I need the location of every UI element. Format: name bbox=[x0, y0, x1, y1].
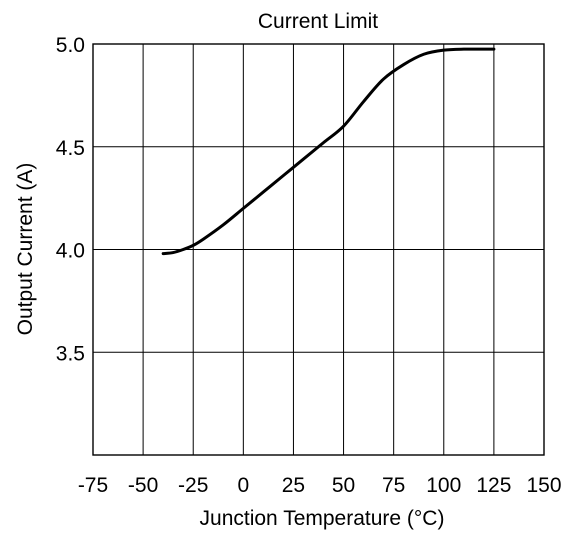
x-tick-label: 25 bbox=[282, 474, 305, 497]
y-tick-label: 4.0 bbox=[56, 240, 85, 263]
series-line bbox=[161, 47, 496, 256]
x-axis-ticks: -75 -50 -25 0 25 50 75 100 125 150 bbox=[78, 474, 562, 497]
y-axis-ticks: 3.5 4.0 4.5 5.0 bbox=[56, 34, 85, 365]
chart-title: Current Limit bbox=[258, 10, 378, 33]
y-tick-label: 4.5 bbox=[56, 137, 85, 160]
x-tick-label: 75 bbox=[382, 474, 405, 497]
x-tick-label: -25 bbox=[178, 474, 208, 497]
x-tick-label: -75 bbox=[78, 474, 108, 497]
y-tick-label: 5.0 bbox=[56, 34, 85, 57]
grid bbox=[92, 43, 545, 455]
x-tick-label: -50 bbox=[128, 474, 158, 497]
x-tick-label: 125 bbox=[476, 474, 511, 497]
y-tick-label: 3.5 bbox=[56, 342, 85, 365]
x-tick-label: 50 bbox=[332, 474, 355, 497]
x-tick-label: 150 bbox=[526, 474, 561, 497]
x-tick-label: 0 bbox=[237, 474, 249, 497]
plot-frame bbox=[92, 43, 545, 456]
y-axis-title: Output Current (A) bbox=[14, 163, 37, 336]
x-axis-title: Junction Temperature (°C) bbox=[200, 507, 445, 530]
x-tick-label: 100 bbox=[426, 474, 461, 497]
